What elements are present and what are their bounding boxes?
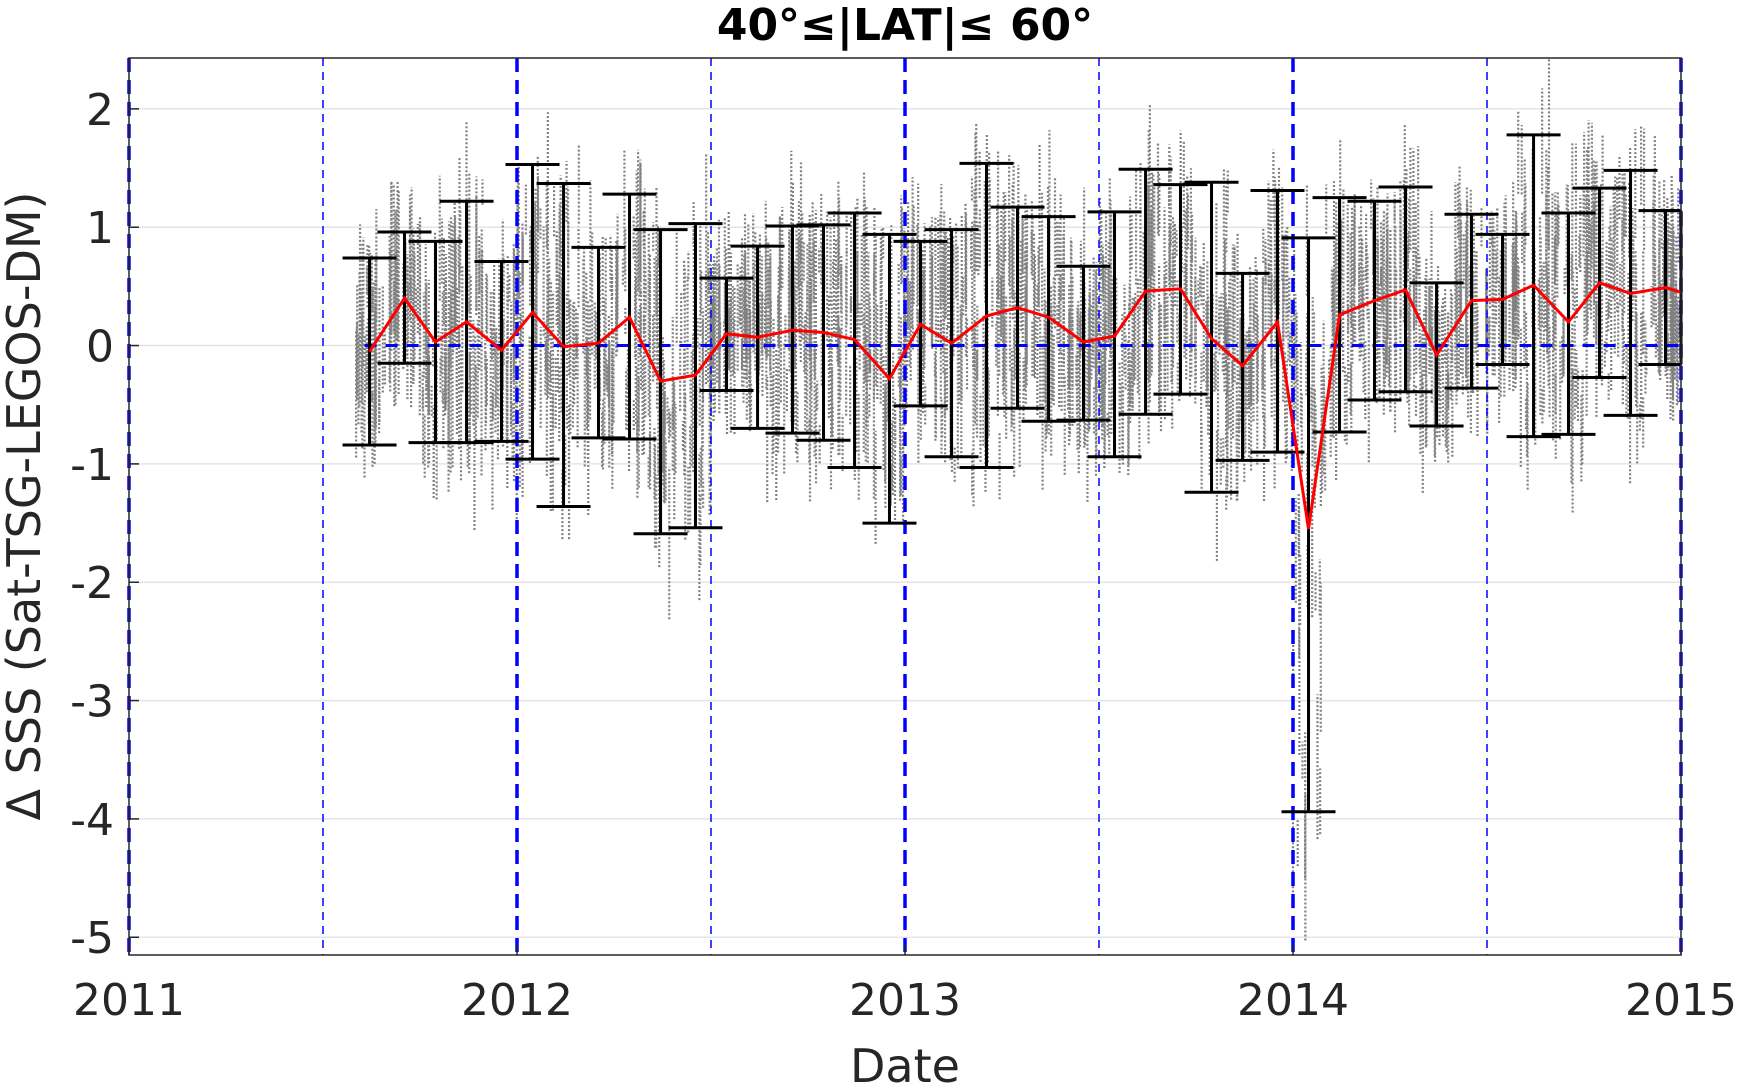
x-tick-label: 2011 <box>73 975 185 1026</box>
x-tick-label: 2015 <box>1625 975 1737 1026</box>
y-tick-label: -2 <box>70 558 114 609</box>
x-tick-label: 2014 <box>1237 975 1349 1026</box>
x-tick-label: 2012 <box>461 975 573 1026</box>
y-tick-label: -5 <box>70 913 114 964</box>
y-axis-label: Δ SSS (Sat-TSG-LEGOS-DM) <box>0 192 51 821</box>
y-tick-label: -3 <box>70 677 114 728</box>
y-tick-label: 1 <box>86 203 114 254</box>
chart-title: 40°≤|LAT|≤ 60° <box>717 0 1093 51</box>
y-tick-label: 2 <box>86 85 114 136</box>
x-tick-label: 2013 <box>849 975 961 1026</box>
y-tick-label: -4 <box>70 795 114 846</box>
y-tick-label: 0 <box>86 322 114 373</box>
y-tick-label: -1 <box>70 440 114 491</box>
x-axis-label: Date <box>850 1039 960 1087</box>
y-tick-labels: -5 -4 -3 -2 -1 0 1 2 <box>70 85 139 964</box>
mean-line <box>368 281 1682 530</box>
x-tick-labels: 2011 2012 2013 2014 2015 <box>73 945 1737 1026</box>
